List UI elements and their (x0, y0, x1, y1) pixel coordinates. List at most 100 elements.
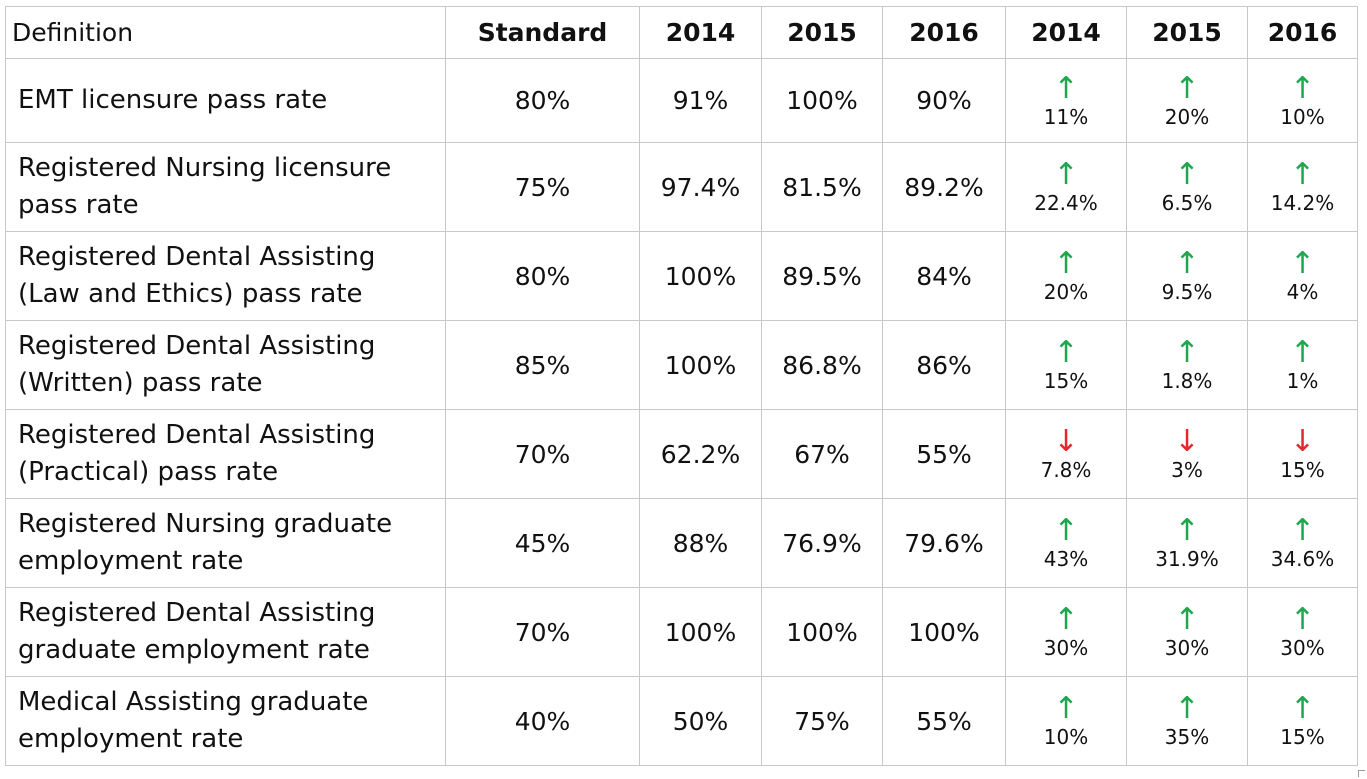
column-header-change-2015: 2015 (1126, 6, 1248, 59)
rate-cell-2016: 89.2% (882, 142, 1006, 232)
column-header-2014: 2014 (639, 6, 762, 59)
change-value: 31.9% (1155, 547, 1219, 571)
change-value: 35% (1164, 725, 1210, 749)
rate-cell-2015: 100% (761, 58, 883, 143)
header-row: Definition Standard 2014 2015 2016 2014 … (5, 6, 1358, 59)
table-row-registered-dental-assisting-graduate-employment-rate: Registered Dental Assisting graduate emp… (5, 587, 1358, 677)
definition-cell: Medical Assisting graduate employment ra… (5, 676, 446, 766)
definition-cell: Registered Dental Assisting (Practical) … (5, 409, 446, 499)
change-value: 3% (1171, 458, 1203, 482)
rate-cell-2016: 100% (882, 587, 1006, 677)
arrow-up-icon: ↑ (1053, 602, 1079, 637)
arrow-up-icon: ↑ (1174, 246, 1200, 281)
standard-cell: 80% (445, 231, 640, 321)
change-value: 20% (1043, 280, 1089, 304)
change-value: 7.8% (1040, 458, 1092, 482)
change-cell-2014: ↑ 30% (1005, 587, 1127, 677)
change-cell-2015: ↑ 20% (1126, 58, 1248, 143)
table-row-emt-licensure-pass-rate: EMT licensure pass rate 80% 91% 100% 90% ↑ 11%… (5, 58, 1358, 143)
definition-cell: Registered Nursing licensure pass rate (5, 142, 446, 232)
rate-cell-2015: 76.9% (761, 498, 883, 588)
change-cell-2014: ↓ 7.8% (1005, 409, 1127, 499)
rate-cell-2014: 100% (639, 320, 762, 410)
table-row-medical-assisting-graduate-employment-rate: Medical Assisting graduate employment ra… (5, 676, 1358, 766)
arrow-down-icon: ↓ (1289, 424, 1316, 459)
change-cell-2016: ↑ 34.6% (1247, 498, 1358, 588)
rate-cell-2015: 81.5% (761, 142, 883, 232)
column-header-2015: 2015 (761, 6, 883, 59)
change-value: 1.8% (1161, 369, 1213, 393)
change-cell-2014: ↑ 20% (1005, 231, 1127, 321)
rate-cell-2014: 62.2% (639, 409, 762, 499)
change-cell-2016: ↓ 15% (1247, 409, 1358, 499)
change-cell-2015: ↑ 35% (1126, 676, 1248, 766)
rate-cell-2015: 89.5% (761, 231, 883, 321)
change-cell-2015: ↑ 6.5% (1126, 142, 1248, 232)
arrow-up-icon: ↑ (1174, 335, 1200, 370)
rate-cell-2015: 86.8% (761, 320, 883, 410)
change-cell-2015: ↑ 1.8% (1126, 320, 1248, 410)
change-cell-2016: ↑ 14.2% (1247, 142, 1358, 232)
change-cell-2015: ↑ 9.5% (1126, 231, 1248, 321)
arrow-up-icon: ↑ (1053, 157, 1079, 192)
arrow-up-icon: ↑ (1053, 246, 1079, 281)
change-cell-2016: ↑ 4% (1247, 231, 1358, 321)
column-header-standard: Standard (445, 6, 640, 59)
standard-cell: 80% (445, 58, 640, 143)
change-value: 15% (1280, 725, 1325, 749)
arrow-up-icon: ↑ (1174, 691, 1200, 726)
change-cell-2014: ↑ 43% (1005, 498, 1127, 588)
change-value: 11% (1043, 104, 1089, 129)
change-cell-2014: ↑ 11% (1005, 58, 1127, 143)
change-cell-2015: ↓ 3% (1126, 409, 1248, 499)
arrow-up-icon: ↑ (1174, 157, 1200, 192)
arrow-up-icon: ↑ (1174, 602, 1200, 637)
definition-cell: Registered Nursing graduate employment r… (5, 498, 446, 588)
table-row-registered-dental-assisting-practical-pass-rate: Registered Dental Assisting (Practical) … (5, 409, 1358, 499)
change-cell-2014: ↑ 15% (1005, 320, 1127, 410)
arrow-up-icon: ↑ (1053, 335, 1079, 370)
change-value: 30% (1164, 636, 1210, 660)
arrow-up-icon: ↑ (1053, 513, 1079, 548)
arrow-up-icon: ↑ (1289, 513, 1316, 548)
table-body: EMT licensure pass rate 80% 91% 100% 90% ↑ 11%… (5, 58, 1358, 766)
pass-rate-table: Definition Standard 2014 2015 2016 2014 … (5, 6, 1358, 766)
change-value: 9.5% (1161, 280, 1213, 304)
table-row-registered-nursing-licensure-pass-rate: Registered Nursing licensure pass rate 75… (5, 142, 1358, 232)
arrow-up-icon: ↑ (1289, 70, 1316, 106)
standard-cell: 75% (445, 142, 640, 232)
standard-cell: 70% (445, 409, 640, 499)
definition-cell: Registered Dental Assisting (Law and Eth… (5, 231, 446, 321)
change-cell-2016: ↑ 15% (1247, 676, 1358, 766)
change-cell-2015: ↑ 31.9% (1126, 498, 1248, 588)
rate-cell-2016: 84% (882, 231, 1006, 321)
change-value: 14.2% (1270, 191, 1335, 215)
rate-cell-2015: 100% (761, 587, 883, 677)
rate-cell-2014: 100% (639, 587, 762, 677)
column-header-definition: Definition (5, 6, 446, 59)
change-value: 15% (1043, 369, 1089, 393)
table-row-registered-dental-assisting-law-and-ethics-pass-rate: Registered Dental Assisting (Law and Eth… (5, 231, 1358, 321)
change-cell-2014: ↑ 10% (1005, 676, 1127, 766)
change-value: 30% (1280, 636, 1325, 660)
rate-cell-2016: 55% (882, 676, 1006, 766)
rate-cell-2014: 97.4% (639, 142, 762, 232)
rate-cell-2016: 55% (882, 409, 1006, 499)
change-cell-2016: ↑ 1% (1247, 320, 1358, 410)
change-cell-2014: ↑ 22.4% (1005, 142, 1127, 232)
table-resize-corner (1358, 770, 1365, 777)
standard-cell: 40% (445, 676, 640, 766)
arrow-up-icon: ↑ (1289, 335, 1316, 370)
change-value: 4% (1286, 280, 1319, 304)
change-cell-2016: ↑ 30% (1247, 587, 1358, 677)
definition-cell: Registered Dental Assisting graduate emp… (5, 587, 446, 677)
change-value: 15% (1280, 458, 1325, 482)
rate-cell-2015: 67% (761, 409, 883, 499)
change-value: 43% (1043, 547, 1089, 571)
change-cell-2016: ↑ 10% (1247, 58, 1358, 143)
definition-cell: EMT licensure pass rate (5, 58, 446, 143)
change-value: 1% (1286, 369, 1319, 393)
arrow-up-icon: ↑ (1289, 157, 1316, 192)
change-cell-2015: ↑ 30% (1126, 587, 1248, 677)
rate-cell-2015: 75% (761, 676, 883, 766)
